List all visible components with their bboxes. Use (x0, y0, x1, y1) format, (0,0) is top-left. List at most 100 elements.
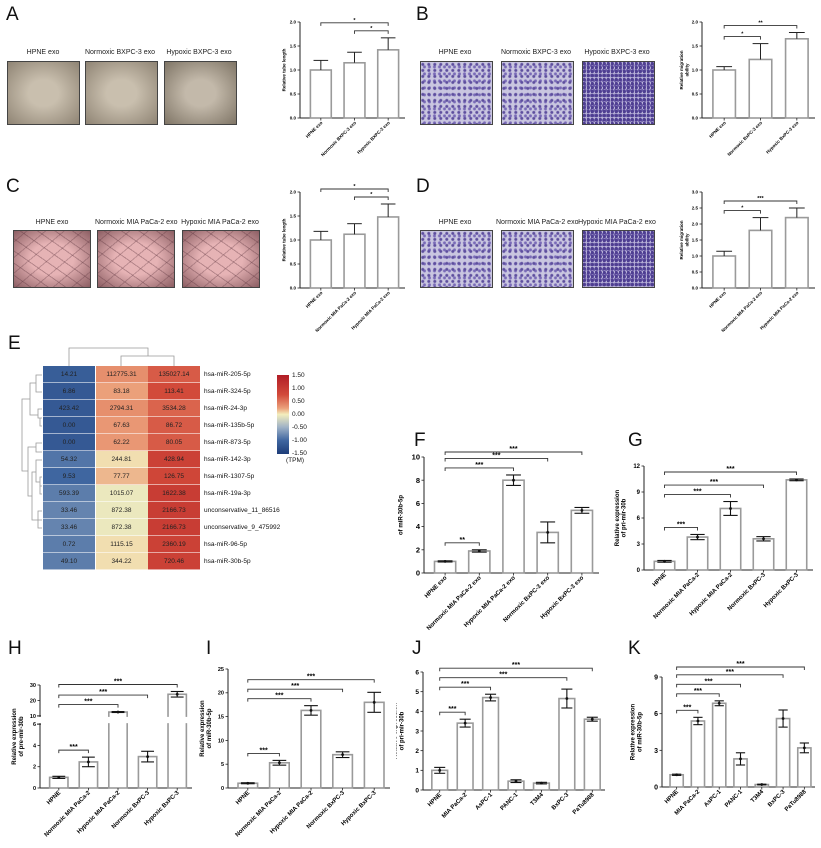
x-tick-label: BxPC-3 (551, 792, 571, 812)
bar (376, 216, 400, 289)
significance-bracket (664, 527, 698, 531)
significance-bracket (247, 698, 312, 702)
y-tick-label: 0.0 (692, 116, 699, 121)
photo-caption: Hypoxic BXPC-3 exo (166, 49, 232, 56)
data-point (477, 549, 481, 553)
data-point (341, 753, 344, 757)
significance-bracket (58, 694, 149, 699)
heatmap-cell: 83.18 (95, 383, 148, 400)
micrograph-migration (420, 61, 493, 125)
x-tick-label: HPNE exo (708, 120, 727, 139)
data-point (246, 781, 250, 785)
data-point (175, 692, 179, 696)
significance-bracket (664, 494, 731, 498)
y-tick-label: 1 (415, 768, 419, 775)
y-tick-label: 3 (654, 748, 658, 755)
bar-chart-i: 0 5 10 15 20 25 Relative expressionof miR-30b-… (200, 667, 390, 838)
bar (309, 239, 333, 289)
significance-label: *** (492, 452, 500, 459)
y-axis-label: Relative migrationability (679, 50, 689, 89)
y-tick-label: 12 (633, 464, 640, 470)
heatmap-row-label: hsa-miR-30b-5p (204, 558, 251, 565)
x-tick-label: Normoxic BxPC-3 exo (726, 120, 763, 157)
significance-bracket (444, 467, 514, 471)
heatmap-cell: 720.46 (148, 553, 200, 570)
significance-bracket (676, 693, 720, 697)
y-tick-label: 6 (415, 669, 419, 676)
y-tick-label: 10 (218, 738, 224, 744)
significance-bracket (676, 674, 784, 678)
significance-label: *** (757, 196, 764, 202)
photo-caption: HPNE exo (438, 49, 472, 56)
significance-bracket (247, 752, 280, 757)
heatmap-cell: 80.05 (148, 434, 200, 451)
photo-caption: Normoxic MIA PaCa-2 exo (95, 219, 178, 226)
x-tick-label: Hypoxic BxPC-3 (763, 572, 800, 609)
bar-chart-d: 0.0 0.5 1.0 1.5 2.0 2.5 3.0 Relative migrationa… (679, 190, 815, 333)
y-axis-label: Relative expressionof miR-30b-5p (200, 700, 213, 757)
significance-label: *** (461, 681, 469, 688)
y-tick-label: 6 (654, 711, 658, 718)
y-tick-label: 9 (654, 674, 658, 681)
bar (433, 560, 457, 574)
y-tick-label: 20 (30, 698, 36, 704)
y-axis-label-line: ability (684, 233, 689, 247)
bar (686, 536, 709, 571)
heatmap-cell: 872.38 (95, 502, 148, 519)
bar (712, 255, 737, 289)
data-point (512, 478, 515, 482)
heatmap-cell: 2166.73 (148, 502, 200, 519)
color-scale-tick: 1.50 (292, 372, 305, 379)
photo-caption: Normoxic BXPC-3 exo (500, 49, 572, 56)
significance-bracket (58, 749, 89, 754)
data-point (739, 757, 742, 761)
micrograph-tube-formation (85, 61, 158, 125)
heatmap-cell: 49.10 (43, 553, 95, 570)
significance-label: * (353, 184, 356, 190)
y-axis-label-line: Relative expression (396, 702, 399, 759)
significance-label: *** (726, 669, 734, 676)
heatmap-cell: 0.00 (43, 417, 95, 434)
heatmap-row-label: hsa-miR-324-5p (204, 388, 251, 395)
y-tick-label: 2 (416, 545, 420, 554)
significance-bracket (439, 667, 593, 672)
y-tick-label: 9 (637, 490, 641, 496)
significance-label: *** (726, 466, 734, 473)
x-tick-label: Hypoxic BxPC-3 exo (765, 120, 800, 155)
heatmap-cell: 872.38 (95, 519, 148, 536)
y-axis-label-line: of miR-30b-5p (207, 708, 213, 748)
significance-label: *** (704, 678, 712, 685)
heatmap-cell: 14.21 (43, 366, 95, 383)
data-point (590, 717, 594, 721)
y-tick-label: 25 (218, 667, 224, 673)
y-axis-label-line: of miR-30b-5p (398, 495, 404, 535)
y-axis-label: Relative tube length (282, 48, 287, 91)
y-axis-label-line: ability (684, 63, 689, 77)
significance-label: *** (70, 744, 78, 751)
x-tick-label: HPNE (652, 572, 668, 588)
x-tick-label: Hypoxic BxPC-3 (341, 790, 378, 827)
heatmap-row-label: hsa-miR-142-3p (204, 456, 251, 463)
heatmap-row-label: unconservative_9_475992 (204, 524, 281, 531)
data-point (489, 696, 492, 699)
y-tick-label: 0.5 (290, 262, 297, 267)
significance-label: *** (509, 446, 517, 453)
significance-bracket (676, 666, 805, 670)
bar-chart-c: 0.0 0.5 1.0 1.5 2.0 Relative tube length HPNE … (282, 184, 405, 333)
y-tick-label: 10 (30, 714, 36, 720)
significance-bracket (723, 200, 798, 204)
y-tick-label: 4 (416, 522, 421, 531)
heatmap-cell: 9.53 (43, 468, 95, 485)
bar (711, 702, 727, 788)
significance-label: *** (710, 479, 718, 486)
heatmap-cell: 1015.07 (95, 485, 148, 502)
significance-label: *** (677, 521, 685, 528)
color-scale-tick: -0.50 (292, 424, 307, 431)
significance-label: *** (307, 674, 315, 681)
y-axis-label-line: Relative tube length (282, 48, 287, 91)
bar (467, 550, 491, 574)
photo-caption: Normoxic MIA PaCa-2 exo (496, 219, 579, 226)
bar (108, 711, 128, 789)
micrograph-tube-formation (182, 230, 260, 288)
y-tick-label: 0.5 (692, 92, 699, 97)
